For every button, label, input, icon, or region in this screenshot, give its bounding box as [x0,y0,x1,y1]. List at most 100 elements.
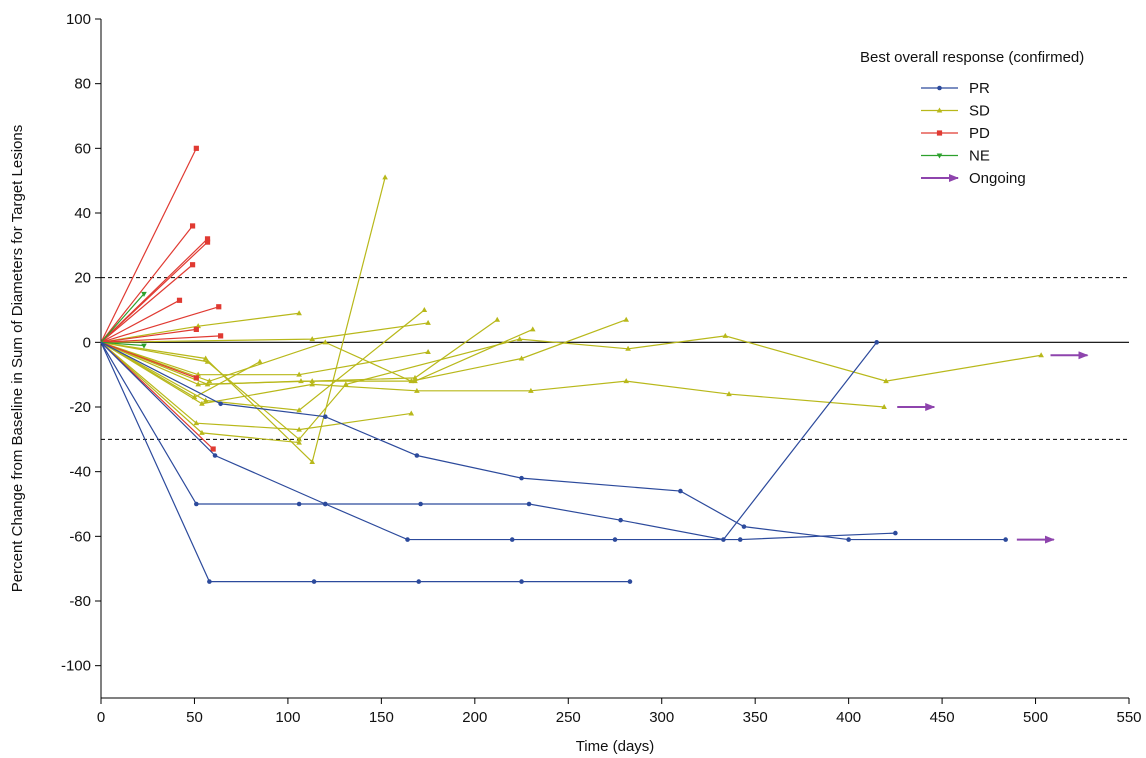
x-tick-label: 100 [275,709,300,726]
data-point-pd [189,223,196,229]
series-sd [100,174,388,464]
x-tick-label: 500 [1023,709,1048,726]
data-point-pr [846,537,851,542]
series-line-pd [100,341,197,379]
data-point-pr [416,579,422,584]
data-point-sd [883,378,889,384]
series-sd [100,341,887,409]
data-point-sd [322,339,329,345]
data-point-sd [296,407,302,413]
legend-label: PR [969,80,990,97]
data-point-pr [218,401,223,407]
series-line-ne [100,341,145,347]
data-point-sd [623,378,630,384]
data-point-pd [210,446,216,452]
series-line-pd [100,328,197,343]
series-ne [100,341,147,349]
reference-lines [101,277,1129,440]
data-point-pr [414,453,420,458]
data-point-pr [874,340,879,345]
series-pr [100,341,1008,542]
data-point-sd [625,345,631,351]
series-line-pd [100,299,180,343]
data-point-sd [296,436,302,442]
y-tick-label: 60 [74,140,91,157]
series-line-pd [100,225,194,343]
series-pd [100,262,196,343]
series-group [100,145,1044,584]
data-point-pr [322,414,328,420]
series-pr [100,341,898,542]
data-point-sd [408,410,415,416]
data-point-sd [309,458,316,464]
x-tick-label: 150 [369,709,394,726]
data-point-pr [311,579,317,584]
y-tick-label: -100 [61,658,91,675]
data-point-sd [296,439,302,445]
series-line-sd [100,341,429,376]
data-point-pd [189,262,196,268]
series-pd [100,326,199,343]
data-point-sd [382,174,388,180]
data-point-sd [494,316,501,322]
legend-item-pd: PD [921,125,990,142]
data-point-sd [199,429,205,435]
axes: 0 50 100 150 200 250 300 350 400 450 500 5501008060… [61,11,1142,726]
data-point-pr [893,530,898,536]
series-line-pr [100,341,878,541]
data-point-sd [421,307,428,312]
y-tick-label: -20 [69,399,91,416]
data-point-sd [528,387,534,393]
data-point-sd [298,378,304,384]
data-point-pr [194,501,199,507]
data-point-sd [623,316,630,322]
data-point-sd [881,404,887,409]
series-line-sd [100,309,425,411]
data-point-sd [204,358,211,364]
data-point-sd [296,310,302,316]
series-sd [100,326,536,387]
y-tick-label: 0 [83,334,91,351]
legend-title: Best overall response (confirmed) [860,49,1084,66]
series-line-pr [100,342,630,583]
data-point-pd [204,236,211,242]
y-tick-label: -60 [69,528,91,545]
data-point-pd [193,326,199,332]
data-point-sd [425,319,431,325]
series-line-sd [100,335,1042,441]
x-axis-title: Time (days) [576,738,655,755]
series-sd [100,341,415,432]
data-point-sd [309,336,316,342]
data-point-pd [216,304,222,310]
series-line-pd [100,306,219,343]
data-point-pr [519,475,524,481]
series-sd [100,341,302,445]
data-point-pr [612,537,618,542]
legend-item-ongoing: Ongoing [921,170,1026,187]
legend-label: PD [969,125,990,142]
data-point-pd [193,145,199,151]
series-pd [100,333,224,343]
data-point-pr [678,488,683,494]
series-pd [100,297,183,343]
data-point-sd [193,420,200,426]
legend-item-sd: SD [921,103,990,120]
data-point-pd [204,239,211,245]
data-point-sd [206,378,213,384]
ongoing-arrows [897,351,1089,544]
data-point-sd [1038,352,1044,358]
series-line-sd [100,341,885,408]
series-sd [100,307,428,413]
data-point-pr [627,579,633,584]
legend-label: NE [969,148,990,165]
series-pd [100,223,196,343]
x-tick-label: 50 [186,709,203,726]
y-axis-title: Percent Change from Baseline in Sum of D… [9,125,26,592]
data-point-sd [199,400,205,406]
data-point-pr [509,537,515,542]
y-tick-label: 40 [74,205,91,222]
x-tick-label: 400 [836,709,861,726]
y-tick-label: -40 [69,464,91,481]
data-point-sd [202,355,209,361]
